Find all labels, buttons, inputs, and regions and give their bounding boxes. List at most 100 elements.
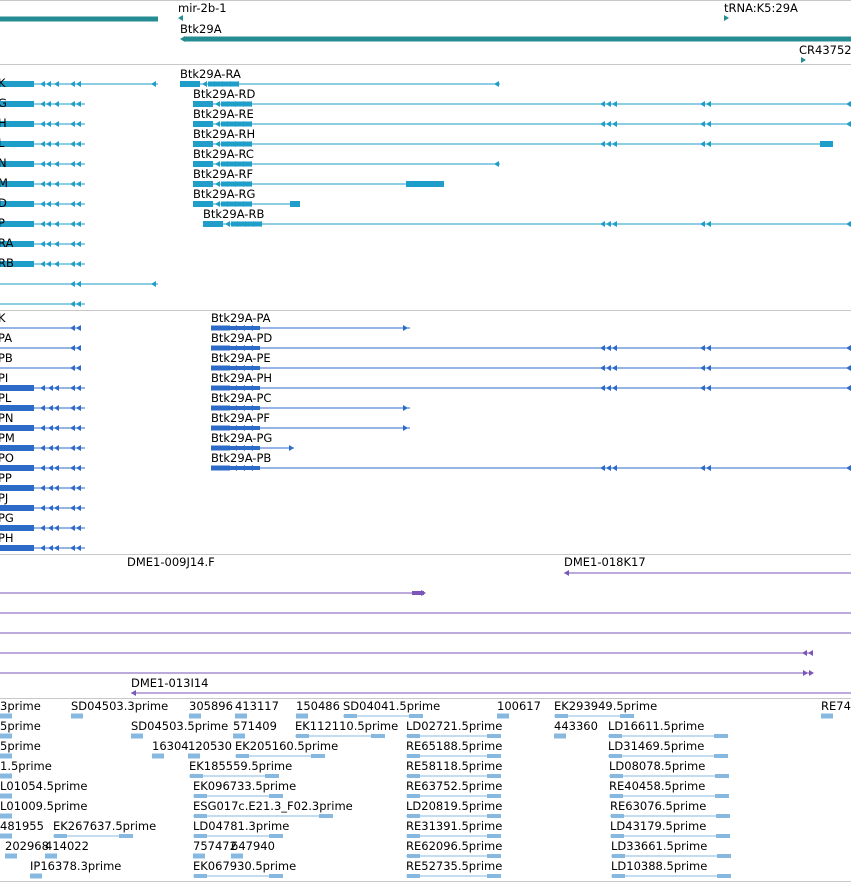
est-glyph[interactable] <box>54 834 67 838</box>
protein-glyph[interactable] <box>228 346 260 350</box>
est-glyph[interactable] <box>611 834 624 838</box>
protein-glyph[interactable] <box>606 345 611 351</box>
est-glyph[interactable] <box>0 833 12 839</box>
est-glyph[interactable] <box>269 874 283 878</box>
protein-glyph[interactable] <box>700 385 705 391</box>
est-glyph[interactable] <box>612 854 625 858</box>
protein-glyph[interactable] <box>612 385 617 391</box>
clone-glyph[interactable] <box>809 670 814 676</box>
protein-glyph[interactable] <box>76 365 81 371</box>
transcript-glyph[interactable] <box>700 101 705 107</box>
est-glyph[interactable] <box>311 754 325 758</box>
protein-glyph[interactable] <box>76 325 81 331</box>
transcript-glyph[interactable] <box>215 121 220 127</box>
protein-glyph[interactable] <box>211 405 230 411</box>
est-glyph[interactable] <box>269 794 283 798</box>
est-glyph[interactable] <box>371 734 385 738</box>
est-glyph[interactable] <box>407 854 420 858</box>
est-glyph[interactable] <box>487 754 501 758</box>
est-glyph[interactable] <box>554 733 566 739</box>
protein-glyph[interactable] <box>606 385 611 391</box>
protein-glyph[interactable] <box>403 405 408 411</box>
est-glyph[interactable] <box>233 733 245 739</box>
transcript-glyph[interactable] <box>215 201 220 207</box>
est-glyph[interactable] <box>0 753 12 759</box>
est-glyph[interactable] <box>235 713 247 719</box>
transcript-glyph[interactable] <box>0 201 34 207</box>
est-glyph[interactable] <box>0 713 12 719</box>
transcript-glyph[interactable] <box>225 221 230 227</box>
transcript-glyph[interactable] <box>846 121 851 127</box>
est-glyph[interactable] <box>5 853 17 859</box>
clone-glyph[interactable] <box>802 650 807 656</box>
transcript-glyph[interactable] <box>706 141 711 147</box>
protein-glyph[interactable] <box>0 485 34 491</box>
est-glyph[interactable] <box>407 794 420 798</box>
protein-glyph[interactable] <box>228 366 260 370</box>
est-glyph[interactable] <box>609 754 622 758</box>
transcript-glyph[interactable] <box>0 161 34 167</box>
protein-glyph[interactable] <box>700 465 705 471</box>
protein-glyph[interactable] <box>70 325 75 331</box>
est-glyph[interactable] <box>487 794 501 798</box>
transcript-glyph[interactable] <box>706 121 711 127</box>
est-glyph[interactable] <box>0 793 12 799</box>
transcript-glyph[interactable] <box>193 141 213 147</box>
est-glyph[interactable] <box>0 733 12 739</box>
protein-glyph[interactable] <box>0 385 34 391</box>
gene-glyph[interactable] <box>180 36 185 42</box>
clone-glyph[interactable] <box>421 590 426 596</box>
est-glyph[interactable] <box>610 794 623 798</box>
transcript-glyph[interactable] <box>706 221 711 227</box>
transcript-glyph[interactable] <box>76 281 81 287</box>
est-glyph[interactable] <box>497 713 509 719</box>
est-glyph[interactable] <box>487 854 501 858</box>
transcript-glyph[interactable] <box>221 121 251 127</box>
protein-glyph[interactable] <box>0 545 34 551</box>
protein-glyph[interactable] <box>228 446 260 450</box>
transcript-glyph[interactable] <box>846 221 851 227</box>
protein-glyph[interactable] <box>846 385 851 391</box>
transcript-glyph[interactable] <box>700 221 705 227</box>
protein-glyph[interactable] <box>70 365 75 371</box>
est-glyph[interactable] <box>269 834 283 838</box>
transcript-glyph[interactable] <box>215 141 220 147</box>
est-glyph[interactable] <box>407 754 420 758</box>
est-glyph[interactable] <box>717 874 731 878</box>
est-glyph[interactable] <box>407 774 420 778</box>
protein-glyph[interactable] <box>211 365 230 371</box>
transcript-glyph[interactable] <box>193 101 213 107</box>
transcript-glyph[interactable] <box>494 161 499 167</box>
transcript-glyph[interactable] <box>193 161 213 167</box>
transcript-glyph[interactable] <box>180 81 200 87</box>
est-glyph[interactable] <box>265 774 279 778</box>
protein-glyph[interactable] <box>600 385 605 391</box>
protein-glyph[interactable] <box>228 406 260 410</box>
protein-glyph[interactable] <box>70 345 75 351</box>
est-glyph[interactable] <box>296 713 308 719</box>
protein-glyph[interactable] <box>228 326 260 330</box>
transcript-glyph[interactable] <box>221 161 251 167</box>
est-glyph[interactable] <box>609 734 622 738</box>
protein-glyph[interactable] <box>0 405 34 411</box>
protein-glyph[interactable] <box>211 385 230 391</box>
protein-glyph[interactable] <box>211 325 230 331</box>
transcript-glyph[interactable] <box>406 181 444 187</box>
transcript-glyph[interactable] <box>0 141 34 147</box>
clone-glyph[interactable] <box>803 670 808 676</box>
est-glyph[interactable] <box>190 774 203 778</box>
est-glyph[interactable] <box>344 714 357 718</box>
transcript-glyph[interactable] <box>700 121 705 127</box>
transcript-glyph[interactable] <box>612 221 617 227</box>
est-glyph[interactable] <box>407 734 420 738</box>
est-glyph[interactable] <box>193 853 205 859</box>
protein-glyph[interactable] <box>228 466 260 470</box>
protein-glyph[interactable] <box>606 365 611 371</box>
protein-glyph[interactable] <box>403 425 408 431</box>
clone-glyph[interactable] <box>412 591 424 595</box>
transcript-glyph[interactable] <box>290 201 300 207</box>
est-glyph[interactable] <box>487 734 501 738</box>
est-glyph[interactable] <box>716 814 730 818</box>
transcript-glyph[interactable] <box>600 141 605 147</box>
est-glyph[interactable] <box>555 714 568 718</box>
